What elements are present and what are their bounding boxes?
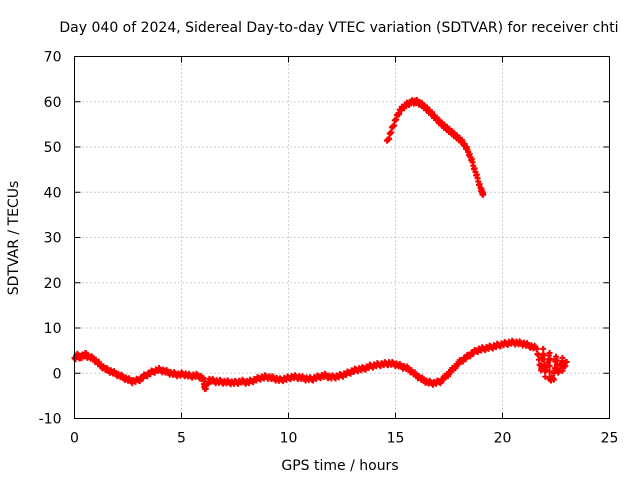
- data-point: [437, 380, 444, 387]
- chart-title: Day 040 of 2024, Sidereal Day-to-day VTE…: [59, 20, 618, 36]
- data-point: [463, 355, 470, 362]
- y-tick-label: 20: [44, 276, 62, 292]
- x-tick-label: 10: [280, 431, 298, 447]
- data-point: [546, 357, 553, 364]
- data-point: [444, 373, 451, 380]
- data-point: [540, 351, 547, 358]
- series-0: [71, 337, 570, 393]
- data-point: [540, 345, 547, 352]
- data-point: [452, 365, 459, 372]
- grid-lines: [74, 56, 610, 419]
- y-tick-label: 60: [44, 95, 62, 111]
- data-point: [139, 375, 146, 382]
- y-tick-label: 30: [44, 231, 62, 247]
- data-point: [448, 369, 455, 376]
- data-point: [459, 358, 466, 365]
- y-axis-label: SDTVAR / TECUs: [6, 181, 22, 296]
- data-point: [550, 376, 557, 383]
- x-tick-label: 20: [494, 431, 512, 447]
- data-point: [440, 376, 447, 383]
- data-points: [71, 96, 570, 393]
- y-tick-label: 10: [44, 321, 62, 337]
- x-tick-label: 15: [387, 431, 405, 447]
- y-tick-label: -10: [39, 412, 62, 428]
- data-point: [546, 368, 553, 375]
- data-point: [563, 358, 570, 365]
- x-tick-label: 5: [177, 431, 186, 447]
- y-tick-label: 50: [44, 140, 62, 156]
- data-point: [540, 356, 547, 363]
- series-1: [383, 96, 487, 198]
- x-tick-label: 0: [70, 431, 79, 447]
- data-point: [546, 349, 553, 356]
- y-tick-label: 0: [53, 366, 62, 382]
- data-point: [455, 361, 462, 368]
- tick-labels: 0 5 10 15 20 25 -10 0 10 20 30 40 50 60 70: [39, 50, 619, 447]
- data-point: [136, 378, 143, 385]
- plot-frame: [74, 56, 610, 419]
- x-tick-label: 25: [601, 431, 619, 447]
- y-tick-label: 70: [44, 50, 62, 66]
- y-tick-label: 40: [44, 185, 62, 201]
- x-axis-label: GPS time / hours: [281, 458, 398, 474]
- data-point: [546, 362, 553, 369]
- data-point: [480, 191, 487, 198]
- data-point: [467, 353, 474, 360]
